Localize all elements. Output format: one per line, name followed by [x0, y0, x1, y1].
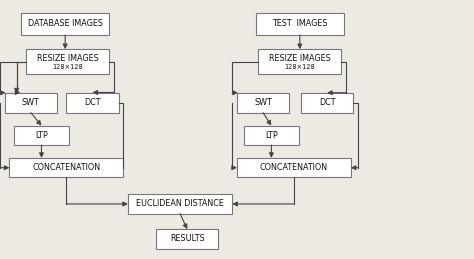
Bar	[156, 229, 218, 249]
Text: LTP: LTP	[265, 131, 278, 140]
Text: 128×128: 128×128	[284, 64, 315, 70]
Bar	[237, 158, 351, 177]
Bar	[301, 93, 353, 113]
Text: RESIZE IMAGES: RESIZE IMAGES	[36, 54, 99, 63]
Bar	[21, 13, 109, 35]
Text: 128×128: 128×128	[52, 64, 83, 70]
Bar	[258, 49, 341, 74]
Bar	[128, 194, 232, 214]
Text: LTP: LTP	[35, 131, 48, 140]
Text: TEST  IMAGES: TEST IMAGES	[272, 19, 328, 28]
Text: DATABASE IMAGES: DATABASE IMAGES	[27, 19, 103, 28]
Text: SWT: SWT	[22, 98, 40, 107]
Bar	[237, 93, 289, 113]
Text: EUCLIDEAN DISTANCE: EUCLIDEAN DISTANCE	[136, 199, 224, 208]
Text: CONCATENATION: CONCATENATION	[32, 163, 100, 172]
Text: DCT: DCT	[84, 98, 100, 107]
Bar	[26, 49, 109, 74]
Text: CONCATENATION: CONCATENATION	[260, 163, 328, 172]
Bar	[244, 126, 299, 145]
Bar	[5, 93, 57, 113]
Bar	[66, 93, 118, 113]
Text: DCT: DCT	[319, 98, 335, 107]
Bar	[9, 158, 123, 177]
Bar	[256, 13, 344, 35]
Text: RESULTS: RESULTS	[170, 234, 205, 243]
Text: SWT: SWT	[254, 98, 272, 107]
Text: RESIZE IMAGES: RESIZE IMAGES	[269, 54, 331, 63]
Bar	[14, 126, 69, 145]
